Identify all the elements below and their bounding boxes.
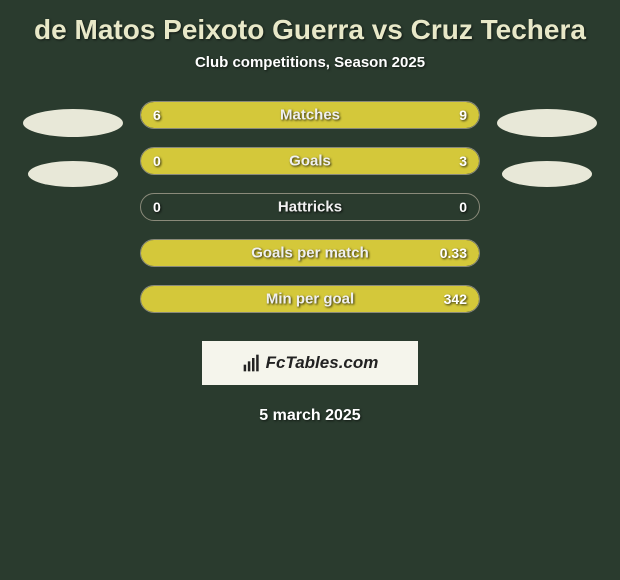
player1-club-avatar [28, 161, 118, 187]
stat-row: 69Matches [140, 101, 480, 129]
stat-row: 0.33Goals per match [140, 239, 480, 267]
bar-fill-right [141, 148, 479, 174]
right-avatar-col [492, 101, 602, 187]
bar-fill-right [141, 286, 479, 312]
page-title: de Matos Peixoto Guerra vs Cruz Techera [0, 10, 620, 54]
bar-fill-right [276, 102, 479, 128]
source-logo[interactable]: FcTables.com [202, 341, 418, 385]
comparison-card: de Matos Peixoto Guerra vs Cruz Techera … [0, 0, 620, 425]
date: 5 march 2025 [0, 407, 620, 425]
stat-value-left: 0 [153, 199, 161, 215]
stat-row: 0 0Hattricks [140, 193, 480, 221]
player1-avatar [23, 109, 123, 137]
logo-text: FcTables.com [266, 353, 379, 373]
stat-label: Hattricks [141, 199, 479, 216]
bar-chart-icon [242, 353, 262, 373]
player2-club-avatar [502, 161, 592, 187]
stat-row: 03Goals [140, 147, 480, 175]
stats-area: 69Matches 03Goals 0 0Hattricks 0.33Goals per… [0, 101, 620, 313]
player2-avatar [497, 109, 597, 137]
subtitle: Club competitions, Season 2025 [0, 54, 620, 101]
stat-value-right: 0 [459, 199, 467, 215]
bar-fill-right [141, 240, 479, 266]
bar-fill-left [141, 102, 276, 128]
stat-row: 342Min per goal [140, 285, 480, 313]
stat-bars: 69Matches 03Goals 0 0Hattricks 0.33Goals per… [140, 101, 480, 313]
left-avatar-col [18, 101, 128, 187]
